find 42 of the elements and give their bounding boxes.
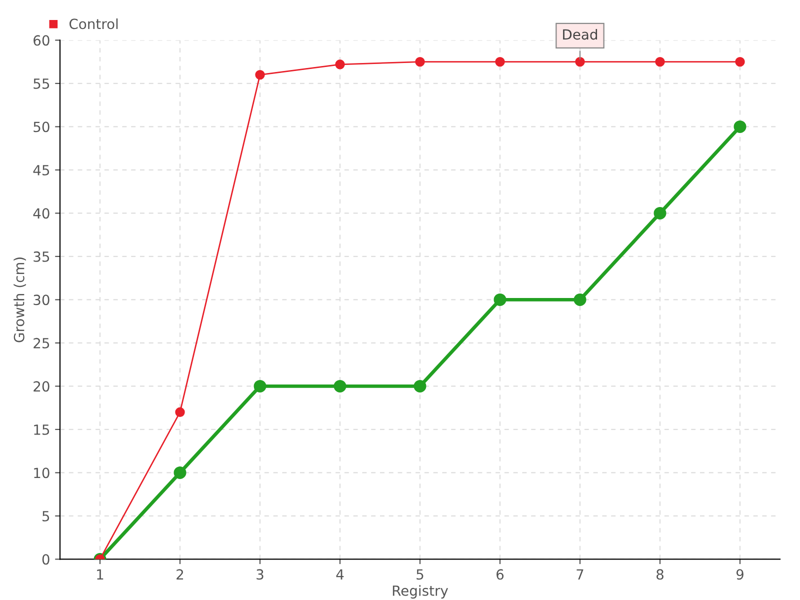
y-tick-label: 25 [34, 338, 50, 348]
point [335, 60, 345, 70]
x-tick-label: 2 [176, 569, 184, 580]
y-tick-label: 55 [34, 78, 50, 89]
y-tick-label: 45 [33, 165, 50, 176]
point [414, 380, 426, 392]
point [655, 56, 665, 67]
legend-label: Control [69, 18, 118, 30]
y-tick-label: 5 [42, 511, 50, 522]
annotation: Dead [563, 28, 598, 40]
y-tick-label: 10 [34, 468, 50, 478]
y-tick-label: 60 [34, 35, 50, 46]
point [255, 70, 265, 80]
y-tick-label: 40 [33, 208, 50, 219]
point [734, 120, 746, 133]
y-axis-title: Growth (cm) [14, 258, 26, 342]
x-tick-label: 6 [496, 569, 504, 580]
x-tick-label: 4 [336, 569, 344, 580]
point [494, 293, 506, 306]
x-tick-label: 7 [576, 569, 584, 580]
point [334, 380, 346, 392]
point [654, 206, 666, 220]
x-tick-label: 1 [97, 569, 104, 580]
point [174, 466, 186, 479]
y-tick-label: 20 [34, 381, 50, 392]
x-axis-title: Registry [392, 585, 448, 599]
y-tick-label: 15 [34, 424, 50, 435]
point [175, 407, 185, 418]
x-tick-label: 5 [416, 569, 424, 580]
y-tick-label: 30 [34, 294, 50, 306]
x-tick-label: 3 [256, 569, 264, 580]
y-tick-label: 35 [34, 251, 50, 262]
point [415, 56, 425, 67]
y-tick-label: 50 [34, 122, 50, 132]
point [495, 56, 505, 67]
point [575, 56, 585, 67]
x-tick-label: 8 [656, 569, 664, 580]
x-tick-label: 9 [736, 569, 744, 580]
point [574, 293, 586, 306]
point [254, 380, 266, 392]
y-tick-label: 0 [42, 554, 50, 565]
point [735, 56, 745, 67]
